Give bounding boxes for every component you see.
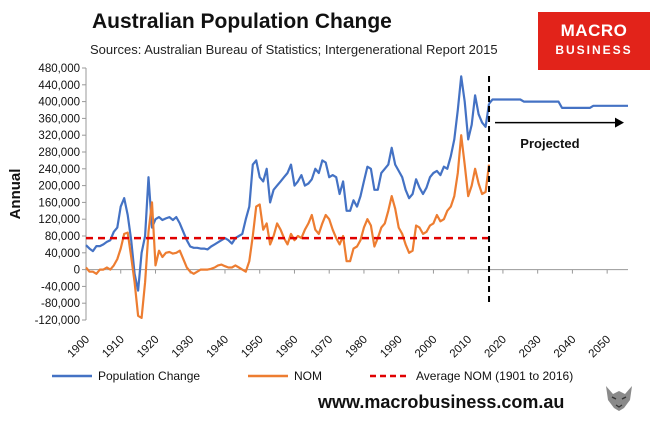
y-tick-label: 120,000: [38, 214, 80, 226]
y-tick-label: 400,000: [38, 97, 80, 109]
legend-label: Population Change: [98, 369, 200, 383]
nom-line: [85, 134, 491, 319]
y-tick-label: 80,000: [45, 231, 80, 243]
y-tick-label: -40,000: [41, 281, 80, 293]
x-tick-label: 1980: [343, 334, 370, 361]
x-tick-label: 1910: [100, 334, 127, 361]
x-tick-label: 1950: [239, 334, 266, 361]
x-tick-label: 2000: [413, 334, 440, 361]
y-tick-label: 160,000: [38, 197, 80, 209]
x-tick-label: 1940: [205, 334, 232, 361]
legend-label: Average NOM (1901 to 2016): [416, 369, 573, 383]
y-axis-label: Annual: [7, 169, 24, 220]
x-tick-label: 2020: [482, 334, 509, 361]
logo-line-2: BUSINESS: [555, 43, 633, 57]
chart-title: Australian Population Change: [92, 10, 392, 33]
x-tick-label: 1920: [135, 334, 162, 361]
logo-line-1: MACRO: [560, 21, 628, 40]
y-tick-label: 0: [74, 265, 80, 277]
x-tick-label: 2040: [552, 334, 579, 361]
y-tick-label: 280,000: [38, 147, 80, 159]
y-tick-label: 40,000: [45, 248, 80, 260]
y-tick-label: 440,000: [38, 80, 80, 92]
website-url: www.macrobusiness.com.au: [318, 392, 565, 412]
population-change-projected-line: [488, 98, 628, 109]
arrow-right-icon: [615, 117, 624, 128]
macrobusiness-logo: MACRO BUSINESS: [538, 12, 650, 70]
x-tick-label: 2010: [448, 334, 475, 361]
y-tick-label: 480,000: [38, 63, 80, 75]
y-tick-label: 360,000: [38, 113, 80, 125]
x-tick-label: 1930: [170, 334, 197, 361]
x-tick-label: 1970: [309, 334, 336, 361]
projected-label: Projected: [520, 136, 579, 151]
x-tick-label: 1900: [66, 334, 93, 361]
x-tick-label: 2030: [517, 334, 544, 361]
y-tick-label: -120,000: [35, 315, 80, 327]
y-tick-label: 200,000: [38, 181, 80, 193]
chart-subtitle: Sources: Australian Bureau of Statistics…: [90, 42, 498, 57]
x-tick-label: 1960: [274, 334, 301, 361]
x-tick-label: 1990: [378, 334, 405, 361]
wolf-logo-icon: [600, 378, 638, 416]
x-tick-label: 2050: [587, 334, 614, 361]
y-tick-label: 240,000: [38, 164, 80, 176]
y-tick-label: -80,000: [41, 298, 80, 310]
y-tick-label: 320,000: [38, 130, 80, 142]
legend-label: NOM: [294, 369, 322, 383]
